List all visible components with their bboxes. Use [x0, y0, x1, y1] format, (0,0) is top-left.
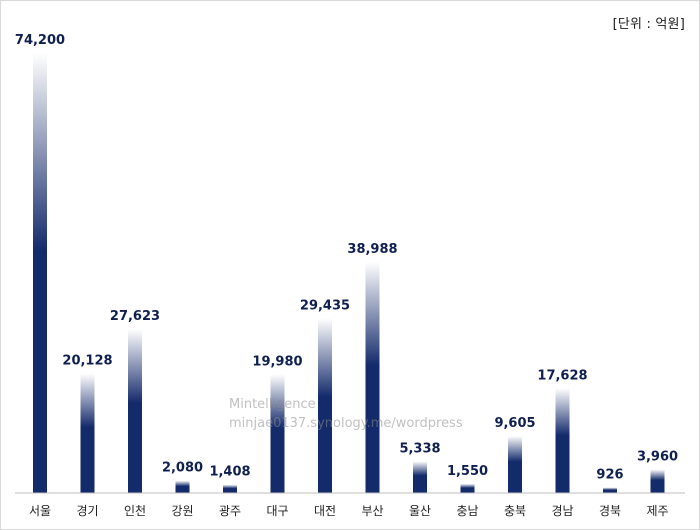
- bar-충북: [508, 436, 522, 493]
- bar-제주: [650, 469, 665, 493]
- value-label-강원: 2,080: [162, 461, 203, 476]
- value-label-경북: 926: [596, 468, 623, 483]
- bar-서울: [33, 53, 47, 493]
- category-label-충북: 충북: [504, 504, 526, 518]
- value-label-경기: 20,128: [62, 354, 112, 369]
- category-label-대전: 대전: [314, 504, 336, 518]
- category-label-충남: 충남: [456, 504, 478, 518]
- bar-대구: [270, 374, 285, 493]
- value-label-제주: 3,960: [637, 450, 678, 465]
- category-label-경기: 경기: [76, 504, 98, 518]
- bars-layer: [33, 53, 665, 493]
- category-label-경남: 경남: [551, 504, 573, 518]
- bar-인천: [128, 329, 142, 493]
- value-label-충북: 9,605: [494, 416, 535, 431]
- bar-충남: [460, 483, 475, 493]
- watermark: Mintelligence minjae0137.synology.me/wor…: [229, 395, 463, 433]
- bar-강원: [175, 480, 190, 493]
- value-label-경남: 17,628: [537, 368, 587, 383]
- value-label-충남: 1,550: [447, 464, 488, 479]
- category-label-광주: 광주: [219, 504, 241, 518]
- unit-label: [단위 : 억원]: [612, 17, 685, 32]
- category-label-대구: 대구: [266, 504, 288, 518]
- category-label-부산: 부산: [361, 504, 383, 518]
- watermark-line-1: Mintelligence: [229, 397, 316, 412]
- bar-경기: [80, 373, 95, 493]
- bar-경남: [555, 388, 570, 493]
- category-label-울산: 울산: [409, 504, 431, 518]
- category-label-제주: 제주: [646, 504, 668, 518]
- value-label-부산: 38,988: [347, 242, 397, 257]
- category-label-강원: 강원: [171, 504, 193, 518]
- bar-울산: [413, 461, 427, 493]
- category-label-경북: 경북: [599, 504, 621, 518]
- bar-경북: [603, 487, 617, 493]
- value-label-대구: 19,980: [252, 355, 302, 370]
- category-label-서울: 서울: [29, 504, 51, 518]
- value-label-서울: 74,200: [15, 33, 65, 48]
- bar-대전: [318, 318, 332, 493]
- value-label-광주: 1,408: [209, 465, 250, 480]
- bar-부산: [365, 261, 380, 493]
- value-label-인천: 27,623: [110, 309, 160, 324]
- category-label-인천: 인천: [124, 503, 146, 518]
- value-labels-layer: 74,200 20,128 27,623 2,080 1,408 19,980 29,435…: [15, 33, 678, 483]
- category-labels-layer: 서울 경기 인천 강원 광주 대구 대전 부산 울산 충남 충북 경남 경북 제주: [29, 503, 669, 518]
- value-label-대전: 29,435: [300, 298, 350, 313]
- watermark-line-2: minjae0137.synology.me/wordpress: [229, 416, 463, 431]
- value-label-울산: 5,338: [399, 441, 440, 456]
- bar-광주: [223, 484, 237, 493]
